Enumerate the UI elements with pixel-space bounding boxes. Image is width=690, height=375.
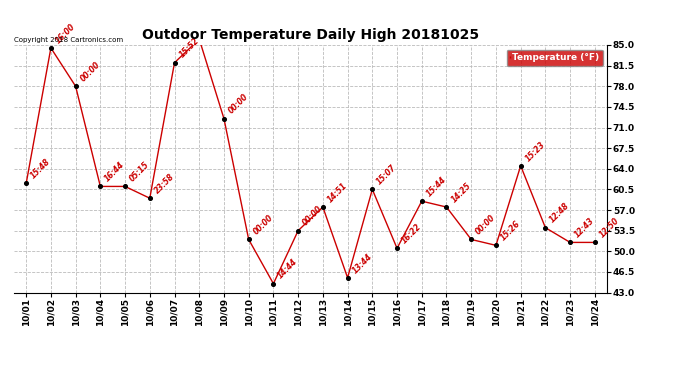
Point [293, 228, 304, 234]
Text: 23:58: 23:58 [152, 172, 176, 195]
Point [268, 280, 279, 286]
Legend: Temperature (°F): Temperature (°F) [506, 50, 602, 66]
Point [416, 198, 427, 204]
Text: 12:43: 12:43 [573, 216, 596, 240]
Point [342, 275, 353, 281]
Point [564, 239, 575, 245]
Text: 00:00: 00:00 [474, 213, 497, 237]
Text: 16:44: 16:44 [103, 160, 126, 184]
Point [515, 163, 526, 169]
Text: 00:00: 00:00 [251, 213, 275, 237]
Point [169, 60, 180, 66]
Point [491, 242, 502, 248]
Point [317, 204, 328, 210]
Point [21, 180, 32, 186]
Text: 00:00: 00:00 [79, 60, 101, 84]
Text: 14:51: 14:51 [326, 181, 349, 204]
Point [243, 237, 254, 243]
Text: 16:00: 16:00 [54, 22, 77, 45]
Text: 15:48: 15:48 [29, 158, 52, 181]
Title: Outdoor Temperature Daily High 20181025: Outdoor Temperature Daily High 20181025 [142, 28, 479, 42]
Text: 16:22: 16:22 [400, 222, 423, 246]
Text: 15:23: 15:23 [524, 140, 546, 163]
Point [70, 83, 81, 89]
Text: 13:44: 13:44 [351, 252, 374, 275]
Text: 15:44: 15:44 [424, 175, 448, 198]
Text: 14:25: 14:25 [449, 181, 473, 204]
Point [391, 245, 402, 251]
Text: 15:26: 15:26 [499, 219, 522, 243]
Point [441, 204, 452, 210]
Text: 12:50: 12:50 [598, 216, 621, 240]
Point [194, 36, 205, 42]
Text: 12:48: 12:48 [548, 202, 571, 225]
Point [144, 195, 155, 201]
Point [95, 183, 106, 189]
Text: 15:07: 15:07 [375, 163, 398, 187]
Text: 05:15: 05:15 [128, 160, 151, 184]
Text: 13:53: 13:53 [0, 374, 1, 375]
Point [46, 45, 57, 51]
Point [219, 116, 230, 122]
Point [367, 186, 378, 192]
Point [540, 225, 551, 231]
Text: Copyright 2018 Cartronics.com: Copyright 2018 Cartronics.com [14, 36, 123, 42]
Point [589, 239, 600, 245]
Text: 15:52: 15:52 [177, 37, 201, 60]
Point [466, 237, 477, 243]
Text: 00:00: 00:00 [227, 93, 250, 116]
Text: 14:44: 14:44 [276, 258, 299, 281]
Text: 00:00: 00:00 [301, 204, 324, 228]
Point [119, 183, 130, 189]
